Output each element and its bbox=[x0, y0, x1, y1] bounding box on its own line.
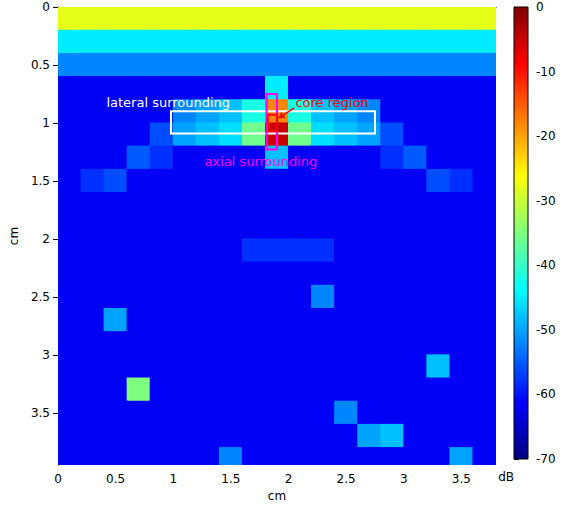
svg-text:-50: -50 bbox=[536, 323, 556, 337]
svg-text:0: 0 bbox=[54, 472, 62, 486]
svg-text:0: 0 bbox=[536, 0, 544, 14]
svg-text:0.5: 0.5 bbox=[31, 58, 50, 72]
svg-text:-70: -70 bbox=[536, 452, 556, 466]
svg-text:cm: cm bbox=[268, 489, 286, 503]
svg-text:-60: -60 bbox=[536, 387, 556, 401]
svg-text:0: 0 bbox=[42, 0, 50, 14]
svg-text:1: 1 bbox=[169, 472, 177, 486]
svg-text:-40: -40 bbox=[536, 258, 556, 272]
svg-text:3: 3 bbox=[42, 348, 50, 362]
svg-text:-30: -30 bbox=[536, 194, 556, 208]
svg-text:1.5: 1.5 bbox=[31, 174, 50, 188]
svg-text:axial surrounding: axial surrounding bbox=[204, 154, 317, 169]
svg-text:-20: -20 bbox=[536, 129, 556, 143]
svg-text:0.5: 0.5 bbox=[106, 472, 125, 486]
svg-text:lateral surrounding: lateral surrounding bbox=[106, 95, 230, 110]
svg-text:dB: dB bbox=[498, 470, 514, 484]
svg-text:2.5: 2.5 bbox=[31, 290, 50, 304]
svg-text:1: 1 bbox=[42, 116, 50, 130]
svg-text:-10: -10 bbox=[536, 65, 556, 79]
svg-text:1.5: 1.5 bbox=[221, 472, 240, 486]
svg-text:3.5: 3.5 bbox=[452, 472, 471, 486]
svg-text:2: 2 bbox=[42, 232, 50, 246]
svg-text:cm: cm bbox=[7, 227, 21, 245]
svg-text:2.5: 2.5 bbox=[337, 472, 356, 486]
svg-text:3.5: 3.5 bbox=[31, 406, 50, 420]
svg-text:core region: core region bbox=[295, 95, 368, 110]
svg-text:3: 3 bbox=[400, 472, 408, 486]
svg-text:2: 2 bbox=[285, 472, 293, 486]
